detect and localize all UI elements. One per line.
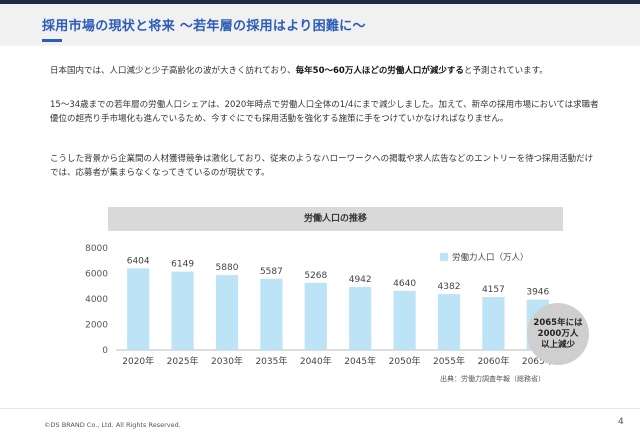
top-accent-bar	[0, 0, 640, 4]
bar	[127, 268, 150, 350]
bar-value-label: 4157	[482, 285, 505, 295]
bar-value-label: 6404	[127, 256, 150, 266]
page-number: 4	[618, 417, 624, 427]
bar	[260, 278, 283, 350]
x-tick-label: 2040年	[300, 355, 332, 367]
bar-value-label: 5268	[304, 271, 327, 281]
callout-line-1: 2065年には	[533, 317, 583, 328]
page-title: 採用市場の現状と将来 ～若年層の採用はより困難に～	[42, 19, 366, 34]
x-tick-label: 2025年	[167, 355, 199, 367]
chart-title-bar: 労働人口の推移	[108, 207, 563, 231]
y-tick-label: 4000	[85, 295, 108, 305]
paragraph-1-tail: と予測されています。	[463, 66, 548, 76]
page-header: 採用市場の現状と将来 ～若年層の採用はより困難に～	[0, 4, 640, 46]
x-tick-label: 2055年	[433, 355, 465, 367]
paragraph-1-emphasis: 毎年50～60万人ほどの労働人口が減少する	[295, 66, 464, 76]
x-tick-label: 2020年	[122, 355, 154, 367]
bar	[437, 294, 461, 350]
bar-value-label: 4640	[393, 279, 416, 289]
bar-value-label: 5880	[216, 263, 239, 273]
footer-copyright: ©DS BRAND Co., Ltd. All Rights Reserved.	[44, 421, 181, 429]
x-tick-label: 2050年	[389, 355, 421, 367]
decrease-callout: 2065年には 2000万人 以上減少	[527, 303, 589, 365]
labor-population-chart: 0 2000 4000 6000 8000 6404 2020年 6149 2025年 5880 2…	[85, 244, 560, 367]
y-tick-label: 6000	[85, 270, 108, 280]
y-tick-label: 0	[102, 346, 108, 356]
x-tick-label: 2060年	[477, 355, 509, 367]
legend-swatch	[440, 253, 448, 261]
bar	[482, 296, 505, 350]
bar	[171, 271, 194, 350]
y-tick-label: 8000	[85, 244, 108, 254]
paragraph-1-lead: 日本国内では、人口減少と少子高齢化の波が大きく訪れており、	[50, 66, 296, 76]
footer-divider	[0, 408, 640, 409]
callout-line-3: 以上減少	[540, 339, 575, 350]
callout-line-2: 2000万人	[537, 328, 579, 339]
x-tick-label: 2035年	[255, 355, 287, 367]
paragraph-1: 日本国内では、人口減少と少子高齢化の波が大きく訪れており、毎年50～60万人ほど…	[50, 64, 600, 78]
bar	[304, 282, 327, 350]
paragraph-2: 15～34歳までの若年層の労働人口シェアは、2020年時点で労働人口全体の1/4…	[50, 100, 599, 124]
bar-value-label: 4382	[438, 282, 461, 292]
bar-value-label: 5587	[260, 267, 283, 277]
bar	[349, 286, 372, 350]
x-tick-label: 2030年	[211, 355, 243, 367]
title-underline	[42, 39, 62, 42]
paragraph-3: こうした背景から企業間の人材獲得競争は激化しており、従来のようなハローワークへの…	[50, 154, 594, 178]
bar-value-label: 6149	[171, 260, 194, 270]
bar-value-label: 3946	[526, 288, 549, 298]
x-tick-label: 2045年	[344, 355, 376, 367]
bar	[215, 275, 239, 350]
chart-source: 出典：労働力調査年報（総務省）	[440, 375, 545, 383]
legend-label: 労働力人口（万人）	[452, 252, 529, 263]
bar	[393, 290, 416, 350]
bar-value-label: 4942	[349, 275, 372, 285]
y-tick-label: 2000	[85, 321, 108, 331]
